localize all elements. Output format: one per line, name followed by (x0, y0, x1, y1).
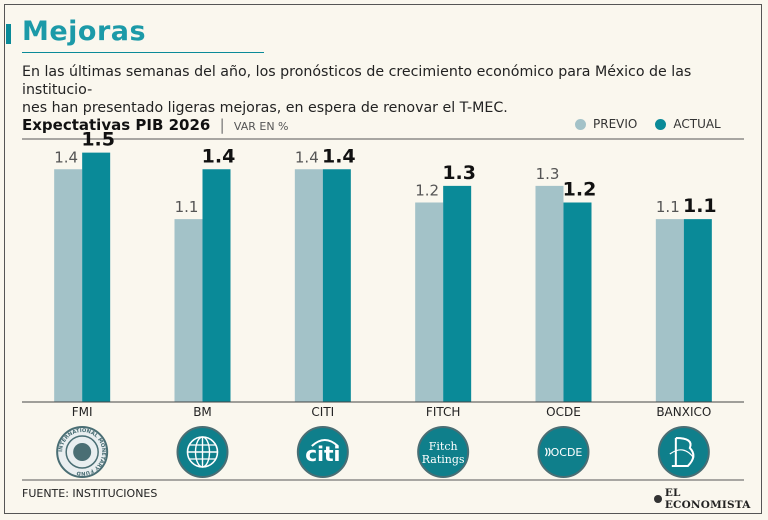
banxico-bg (657, 426, 710, 478)
subtitle-line-2: nes han presentado ligeras mejoras, en e… (22, 100, 508, 116)
banxico-logo-icon (657, 426, 710, 478)
chart-title: Expectativas PIB 2026 (22, 116, 211, 134)
data-label-fmi-actual: 1.5 (81, 129, 115, 151)
tick-label-banxico: BANXICO (656, 405, 711, 419)
bar-bm-previo (174, 219, 203, 402)
data-label-fitch-actual: 1.3 (442, 162, 476, 184)
data-label-citi-previo: 1.4 (295, 148, 319, 166)
bar-ocde-previo (535, 185, 564, 402)
data-label-banxico-previo: 1.1 (656, 198, 680, 216)
data-label-ocde-previo: 1.3 (536, 165, 560, 183)
citi-logo-icon: citi (296, 426, 349, 478)
infographic-frame (4, 4, 762, 514)
citi-bg (296, 426, 349, 478)
data-label-fitch-previo: 1.2 (415, 182, 439, 200)
bar-fitch-previo (415, 202, 444, 402)
data-label-citi-actual: 1.4 (322, 145, 356, 167)
chart-legend: PREVIO ACTUAL (575, 117, 739, 131)
banxico-b (671, 437, 695, 467)
title-accent-bar (6, 24, 11, 44)
data-label-bm-previo: 1.1 (175, 198, 199, 216)
tick-label-fmi: FMI (72, 405, 93, 419)
bar-ocde-actual (563, 202, 592, 402)
data-label-fmi-previo: 1.4 (54, 148, 78, 166)
legend-item-actual: ACTUAL (655, 117, 721, 131)
legend-item-previo: PREVIO (575, 117, 637, 131)
banxico-swoosh (669, 449, 695, 459)
imf-seal-inner (65, 435, 99, 469)
chart-title-block: Expectativas PIB 2026 | VAR EN % (22, 116, 289, 134)
source-note: FUENTE: INSTITUCIONES (22, 487, 158, 500)
subtitle-line-1: En las últimas semanas del año, los pron… (22, 64, 692, 98)
bar-banxico-actual (683, 219, 712, 402)
chart-title-separator: | (219, 116, 225, 134)
subtitle: En las últimas semanas del año, los pron… (22, 63, 746, 117)
title-underline (22, 52, 264, 53)
tick-label-bm: BM (193, 405, 212, 419)
bar-citi-previo (294, 169, 323, 402)
imf-seal-icon: INTERNATIONAL MONETARY FUND (56, 426, 109, 478)
data-label-banxico-actual: 1.1 (683, 195, 717, 217)
brand-name: EL ECONOMISTA (664, 487, 751, 511)
brand-logo: EL ECONOMISTA (654, 487, 768, 511)
legend-swatch-previo (575, 118, 586, 130)
page-title: Mejoras (22, 16, 147, 47)
globe-icon (176, 426, 229, 478)
ocde-bg (537, 426, 590, 478)
bar-bm-actual (202, 169, 231, 402)
bar-citi-actual (322, 169, 351, 402)
brand-icon (654, 495, 662, 503)
ocde-wordmark: OCDE (551, 446, 583, 459)
legend-swatch-actual (655, 118, 667, 130)
bar-fmi-actual (82, 152, 111, 402)
chart-unit: VAR EN % (233, 120, 289, 133)
citi-wordmark: citi (305, 442, 340, 466)
ocde-logo-icon: OCDE (537, 426, 590, 478)
fitch-bg (417, 426, 470, 478)
bar-banxico-previo (655, 219, 684, 402)
ocde-marks (544, 447, 551, 457)
legend-label-previo: PREVIO (593, 117, 638, 131)
imf-seal-globe (73, 443, 92, 461)
data-label-ocde-actual: 1.2 (563, 179, 597, 201)
citi-arc (311, 439, 339, 447)
data-label-bm-actual: 1.4 (202, 145, 236, 167)
tick-label-fitch: FITCH (426, 405, 460, 419)
tick-label-citi: CITI (311, 405, 334, 419)
legend-label-actual: ACTUAL (673, 117, 721, 131)
bar-fitch-actual (443, 185, 472, 402)
bar-fmi-previo (54, 169, 83, 402)
fitch-wordmark-2: Ratings (422, 453, 465, 466)
fitch-wordmark-1: Fitch (429, 440, 458, 453)
tick-label-ocde: OCDE (546, 405, 581, 419)
